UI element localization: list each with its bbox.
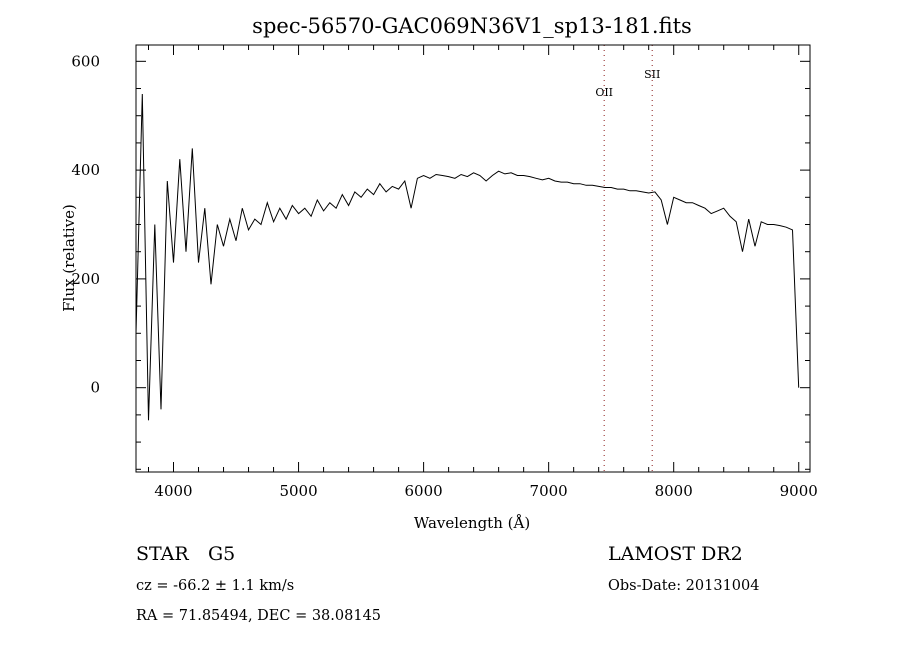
observation-date: Obs-Date: 20131004 <box>608 578 760 594</box>
axis-ticks: 4000 5000 6000 7000 8000 9000 0 200 400 600 <box>71 45 818 500</box>
x-axis-label: Wavelength (Å) <box>414 514 530 532</box>
x-tick-label: 4000 <box>154 482 192 500</box>
annotation-label-sii: SII <box>644 68 660 81</box>
survey-name: LAMOST DR2 <box>608 543 743 565</box>
y-tick-label: 200 <box>71 270 100 288</box>
y-axis-label: Flux (relative) <box>60 204 78 312</box>
y-tick-label: 400 <box>71 161 100 179</box>
x-tick-label: 5000 <box>279 482 317 500</box>
x-tick-label: 9000 <box>780 482 818 500</box>
redshift-velocity: cz = -66.2 ± 1.1 km/s <box>136 578 294 594</box>
x-tick-label: 6000 <box>405 482 443 500</box>
object-subclass: G5 <box>208 543 235 565</box>
annotation-label-oii: OII <box>595 86 613 99</box>
spectrum-line <box>135 93 800 421</box>
line-annotations: OII SII <box>595 45 660 472</box>
y-tick-label: 0 <box>90 379 100 397</box>
plot-frame <box>135 44 811 473</box>
object-class: STAR <box>136 543 189 565</box>
ra-dec: RA = 71.85494, DEC = 38.08145 <box>136 608 381 624</box>
x-tick-label: 8000 <box>655 482 693 500</box>
chart-title: spec-56570-GAC069N36V1_sp13-181.fits <box>252 14 692 38</box>
y-tick-label: 600 <box>71 52 100 70</box>
x-tick-label: 7000 <box>530 482 568 500</box>
